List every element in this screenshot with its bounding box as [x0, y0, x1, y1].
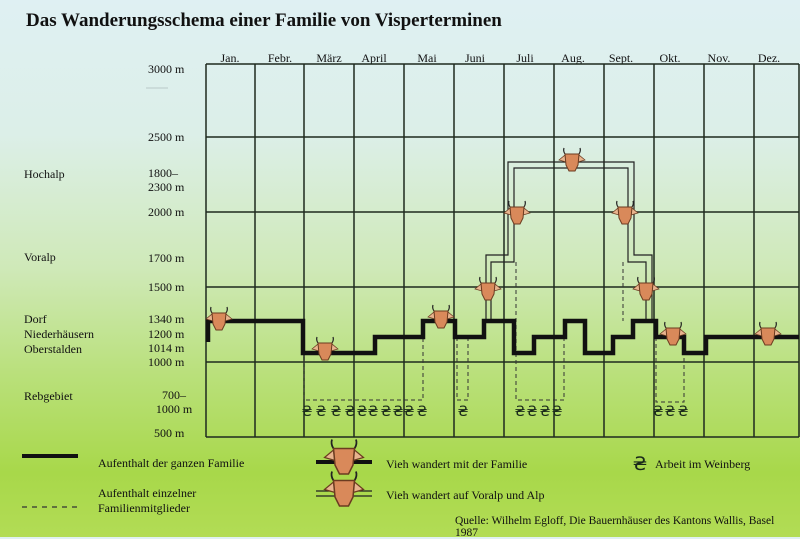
legend-vineyard-icon: ₴ [633, 453, 648, 475]
cow-icon [427, 304, 455, 329]
source-credit: Quelle: Wilhelm Egloff, Die Bauernhäuser… [455, 515, 775, 539]
cattle-alp-line-outer [485, 161, 653, 321]
month-label: Febr. [267, 51, 293, 65]
vineyard-icon: ₴ [552, 404, 563, 420]
legend-members-label-1: Aufenthalt einzelner [98, 486, 197, 500]
legend-cow-icon [323, 438, 365, 475]
members-dashed-line [456, 337, 469, 401]
members-dashed-line [655, 337, 685, 403]
vineyard-icon: ₴ [404, 404, 415, 420]
alt-label-1000: 1000 m [148, 355, 185, 369]
cow-icon [474, 276, 502, 301]
vineyard-icon: ₴ [302, 404, 313, 420]
zone-hochalp: Hochalp [24, 167, 65, 181]
month-label: Juni [464, 51, 485, 65]
members-dashed-line [515, 262, 565, 401]
alt-label-1014: 1014 m [148, 341, 185, 355]
alt-label-2000: 2000 m [148, 205, 185, 219]
members-dashed-line [303, 337, 424, 401]
vineyard-icon: ₴ [665, 404, 676, 420]
vineyard-icon: ₴ [331, 404, 342, 420]
alt-label-500: 500 m [154, 426, 185, 440]
alt-label-1340: 1340 m [148, 312, 185, 326]
month-label: Aug. [561, 51, 585, 65]
vineyard-icon: ₴ [527, 404, 538, 420]
vineyard-icon: ₴ [316, 404, 327, 420]
vineyard-icon: ₴ [357, 404, 368, 420]
alt-label-1200: 1200 m [148, 327, 185, 341]
vineyard-icon: ₴ [417, 404, 428, 420]
vineyard-icon: ₴ [381, 404, 392, 420]
month-label: Dez. [757, 51, 781, 65]
cow-icon [754, 321, 782, 346]
vineyard-icon: ₴ [678, 404, 689, 420]
page-title: Das Wanderungsschema einer Familie von V… [26, 10, 502, 31]
alt-label-1700: 1700 m [148, 251, 185, 265]
month-label: Nov. [707, 51, 731, 65]
legend-family-label: Aufenthalt der ganzen Familie [98, 456, 245, 470]
vineyard-icon: ₴ [540, 404, 551, 420]
zone-dorf: Dorf [24, 312, 47, 326]
vineyard-icon: ₴ [458, 404, 469, 420]
alt-label-3000: 3000 m [148, 62, 185, 76]
month-label: Okt. [659, 51, 681, 65]
legend-members-label-2: Familienmitglieder [98, 501, 190, 515]
month-label: Sept. [608, 51, 634, 65]
legend-cattle-family-label: Vieh wandert mit der Familie [386, 457, 528, 471]
alt-label-700-1000: 700– 1000 m [155, 388, 193, 416]
family-stay-line [205, 318, 799, 356]
month-label: Jan. [220, 51, 240, 65]
legend-vineyard-label: Arbeit im Weinberg [655, 457, 751, 471]
month-label: Mai [417, 51, 437, 65]
zone-oberstalden: Oberstalden [24, 342, 82, 356]
month-label: Juli [516, 51, 534, 65]
zone-rebgebiet: Rebgebiet [24, 389, 73, 403]
vineyard-icon: ₴ [653, 404, 664, 420]
vineyard-icon: ₴ [368, 404, 379, 420]
zone-voralp: Voralp [24, 250, 56, 264]
legend-cow-alp-icon [323, 470, 365, 507]
alt-label-2500: 2500 m [148, 130, 185, 144]
legend-cattle-alp-label: Vieh wandert auf Voralp und Alp [386, 488, 545, 502]
month-label: März [316, 51, 342, 65]
vineyard-icon: ₴ [515, 404, 526, 420]
alt-label-1800-2300: 1800– 2300 m [148, 166, 185, 194]
month-label: April [361, 51, 387, 65]
cow-icon [311, 336, 339, 361]
alt-label-1500: 1500 m [148, 280, 185, 294]
zone-niederhaeusern: Niederhäusern [24, 327, 94, 341]
vineyard-icon: ₴ [345, 404, 356, 420]
vineyard-icon: ₴ [393, 404, 404, 420]
